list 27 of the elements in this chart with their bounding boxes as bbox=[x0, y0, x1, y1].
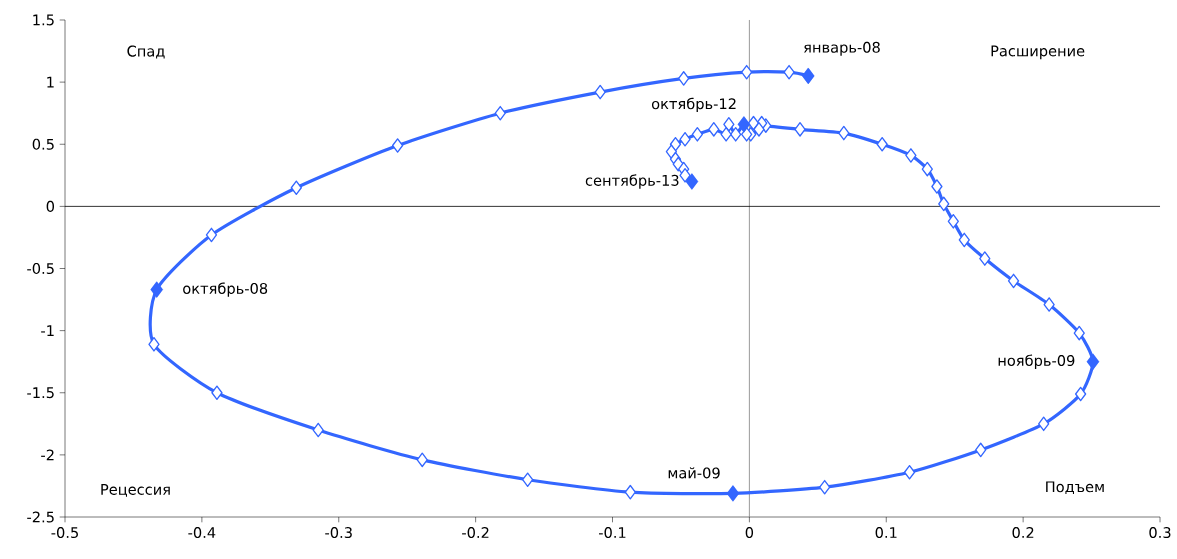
y-tick-label: -2 bbox=[41, 449, 54, 461]
y-tick-label: -1 bbox=[41, 325, 54, 336]
annotation: Спад bbox=[127, 45, 165, 59]
annotation: январь-08 bbox=[804, 41, 880, 56]
x-tick-label: 0.1 bbox=[875, 527, 897, 539]
annotation: Подъем bbox=[1046, 481, 1104, 495]
y-tick-label: 1 bbox=[47, 76, 54, 88]
annotation: октябрь-12 bbox=[651, 97, 736, 113]
annotation: октябрь-08 bbox=[183, 282, 268, 297]
x-tick-label: -0.4 bbox=[188, 527, 216, 539]
x-tick-label: 0 bbox=[745, 527, 754, 539]
x-tick-label: -0.1 bbox=[598, 527, 626, 539]
y-tick-label: -0.5 bbox=[27, 262, 54, 275]
x-tick-label: 0.3 bbox=[1149, 527, 1171, 539]
annotation: Рецессия bbox=[101, 484, 170, 497]
annotation: май-09 bbox=[668, 467, 720, 479]
annotation: ноябрь-09 bbox=[998, 354, 1075, 369]
x-tick-label: -0.3 bbox=[325, 527, 352, 539]
y-tick-label: 1.5 bbox=[33, 14, 54, 26]
y-tick-label: 0.5 bbox=[32, 138, 54, 150]
x-tick-label: -0.2 bbox=[462, 527, 489, 539]
y-tick-label: 0 bbox=[46, 200, 55, 212]
y-tick-label: -1.5 bbox=[27, 387, 54, 399]
x-tick-label: 0.2 bbox=[1012, 527, 1034, 539]
y-tick-label: -2.5 bbox=[27, 511, 54, 523]
annotation: сентябрь-13 bbox=[585, 174, 679, 189]
annotation: Расширение bbox=[991, 45, 1085, 60]
